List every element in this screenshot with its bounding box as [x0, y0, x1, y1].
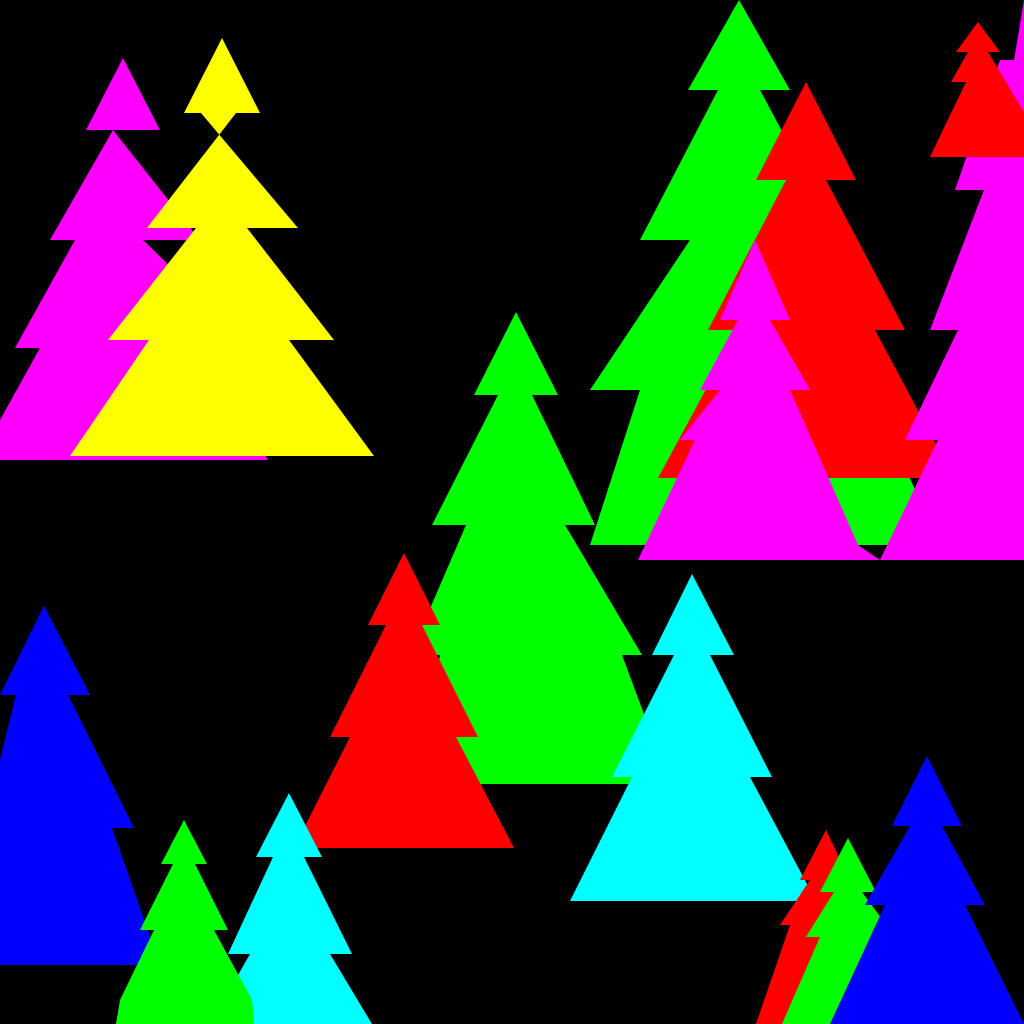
tree-red-center: [294, 553, 514, 848]
tree-cyan-center-right: [570, 574, 816, 901]
tree-blue-bottom-right: [830, 756, 1024, 1024]
tree-green-center: [410, 312, 670, 784]
tree-cyan-bottom-left: [210, 793, 372, 1024]
tree-red-far-right: [930, 22, 1024, 157]
tree-green-bottom-left: [116, 820, 254, 1024]
tree-magenta-right-center: [638, 240, 880, 560]
tree-blue-left: [0, 606, 160, 965]
tree-yellow: [70, 38, 374, 456]
